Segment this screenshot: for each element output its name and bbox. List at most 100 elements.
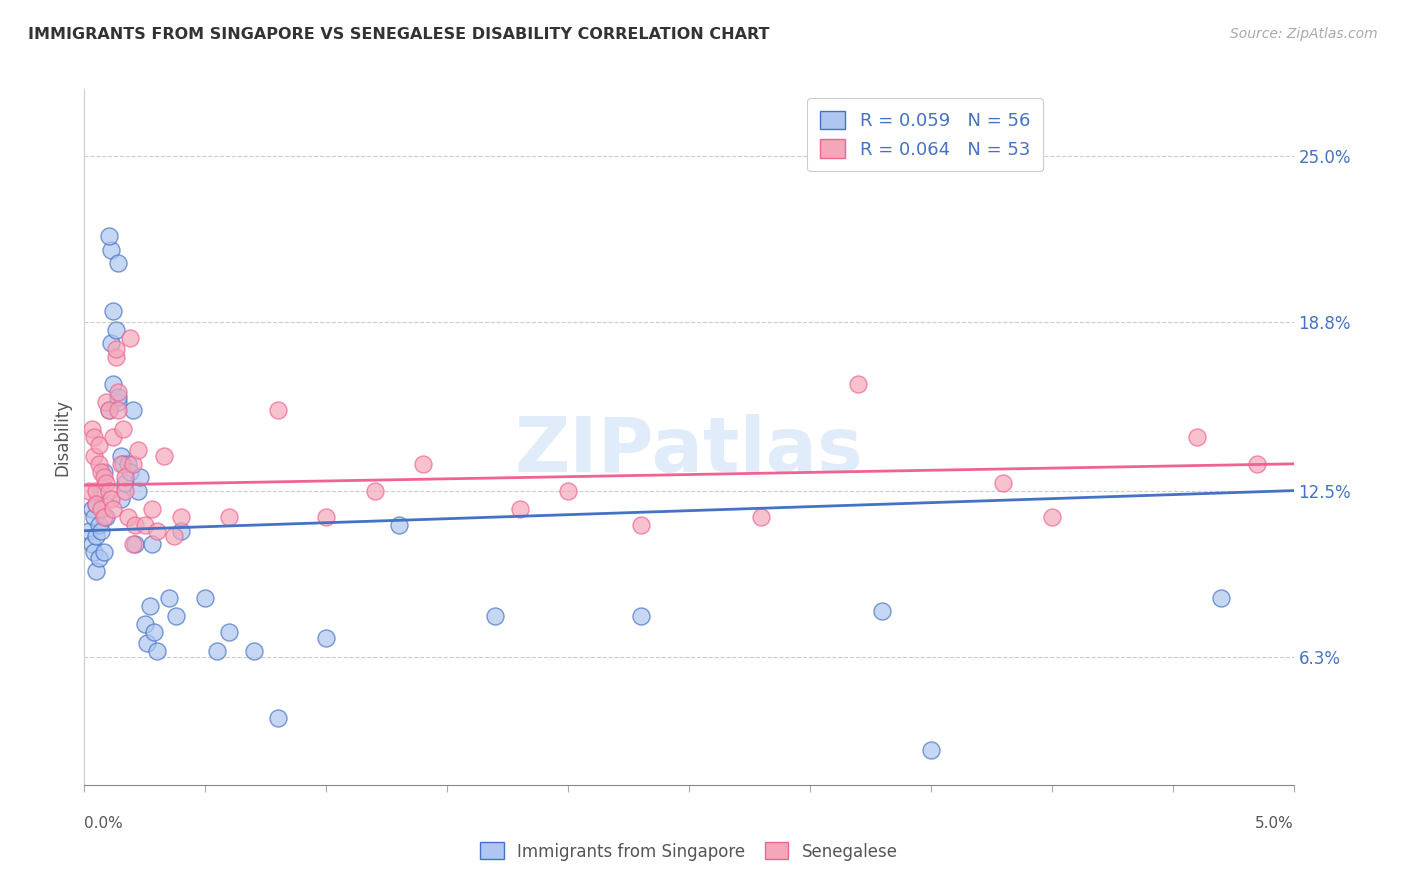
Point <box>83 449 105 463</box>
Point <box>107 390 129 404</box>
Point <box>1246 457 1268 471</box>
Point <box>114 470 136 484</box>
Point <box>630 609 652 624</box>
Point <box>267 711 290 725</box>
Point <box>90 524 112 538</box>
Point <box>103 376 125 391</box>
Point <box>363 483 385 498</box>
Point <box>86 497 108 511</box>
Point <box>93 545 115 559</box>
Point <box>141 502 163 516</box>
Point <box>170 510 193 524</box>
Point <box>110 491 132 506</box>
Point <box>129 470 152 484</box>
Point <box>107 403 129 417</box>
Point <box>104 323 127 337</box>
Point <box>90 502 112 516</box>
Point <box>165 609 187 624</box>
Point <box>124 518 146 533</box>
Point <box>630 518 652 533</box>
Point <box>124 537 146 551</box>
Point <box>97 403 120 417</box>
Point <box>242 644 264 658</box>
Point <box>86 483 108 498</box>
Point <box>127 443 149 458</box>
Point <box>134 518 156 533</box>
Point <box>103 430 125 444</box>
Point <box>920 743 942 757</box>
Point <box>100 243 122 257</box>
Point <box>100 491 122 506</box>
Text: 5.0%: 5.0% <box>1254 816 1294 831</box>
Point <box>97 483 120 498</box>
Point <box>388 518 411 533</box>
Point <box>97 229 120 244</box>
Point <box>112 457 135 471</box>
Point <box>94 475 117 490</box>
Text: 0.0%: 0.0% <box>84 816 124 831</box>
Point <box>267 403 290 417</box>
Text: IMMIGRANTS FROM SINGAPORE VS SENEGALESE DISABILITY CORRELATION CHART: IMMIGRANTS FROM SINGAPORE VS SENEGALESE … <box>28 27 769 42</box>
Point <box>120 465 142 479</box>
Point <box>412 457 434 471</box>
Point <box>163 529 186 543</box>
Point <box>80 537 103 551</box>
Point <box>134 617 156 632</box>
Point <box>87 457 110 471</box>
Point <box>1209 591 1232 605</box>
Point <box>315 631 337 645</box>
Point <box>846 376 869 391</box>
Point <box>80 502 103 516</box>
Point <box>117 457 139 471</box>
Point <box>83 510 105 524</box>
Point <box>87 438 110 452</box>
Point <box>136 636 159 650</box>
Point <box>87 518 110 533</box>
Point <box>77 524 100 538</box>
Point <box>110 449 132 463</box>
Point <box>121 457 143 471</box>
Point <box>93 470 115 484</box>
Point <box>557 483 579 498</box>
Point <box>153 449 176 463</box>
Point <box>107 256 129 270</box>
Point <box>100 336 122 351</box>
Point <box>218 510 240 524</box>
Point <box>751 510 773 524</box>
Point <box>1185 430 1208 444</box>
Point <box>83 430 105 444</box>
Legend: Immigrants from Singapore, Senegalese: Immigrants from Singapore, Senegalese <box>470 832 908 871</box>
Point <box>194 591 217 605</box>
Text: Source: ZipAtlas.com: Source: ZipAtlas.com <box>1230 27 1378 41</box>
Point <box>207 644 229 658</box>
Point <box>93 465 115 479</box>
Point <box>120 331 142 345</box>
Point <box>86 564 108 578</box>
Point <box>146 644 169 658</box>
Point <box>114 483 136 498</box>
Point <box>86 497 108 511</box>
Point <box>94 395 117 409</box>
Text: ZIPatlas: ZIPatlas <box>515 414 863 488</box>
Point <box>103 304 125 318</box>
Point <box>993 475 1015 490</box>
Point <box>127 483 149 498</box>
Point <box>86 529 108 543</box>
Point <box>509 502 531 516</box>
Point <box>146 524 169 538</box>
Point <box>103 502 125 516</box>
Point <box>83 545 105 559</box>
Point <box>157 591 180 605</box>
Point <box>872 604 894 618</box>
Point <box>117 510 139 524</box>
Point <box>1040 510 1063 524</box>
Point <box>104 342 127 356</box>
Point <box>107 395 129 409</box>
Point <box>114 475 136 490</box>
Point <box>90 465 112 479</box>
Point <box>90 483 112 498</box>
Point <box>94 510 117 524</box>
Point <box>484 609 506 624</box>
Point <box>107 384 129 399</box>
Point <box>315 510 337 524</box>
